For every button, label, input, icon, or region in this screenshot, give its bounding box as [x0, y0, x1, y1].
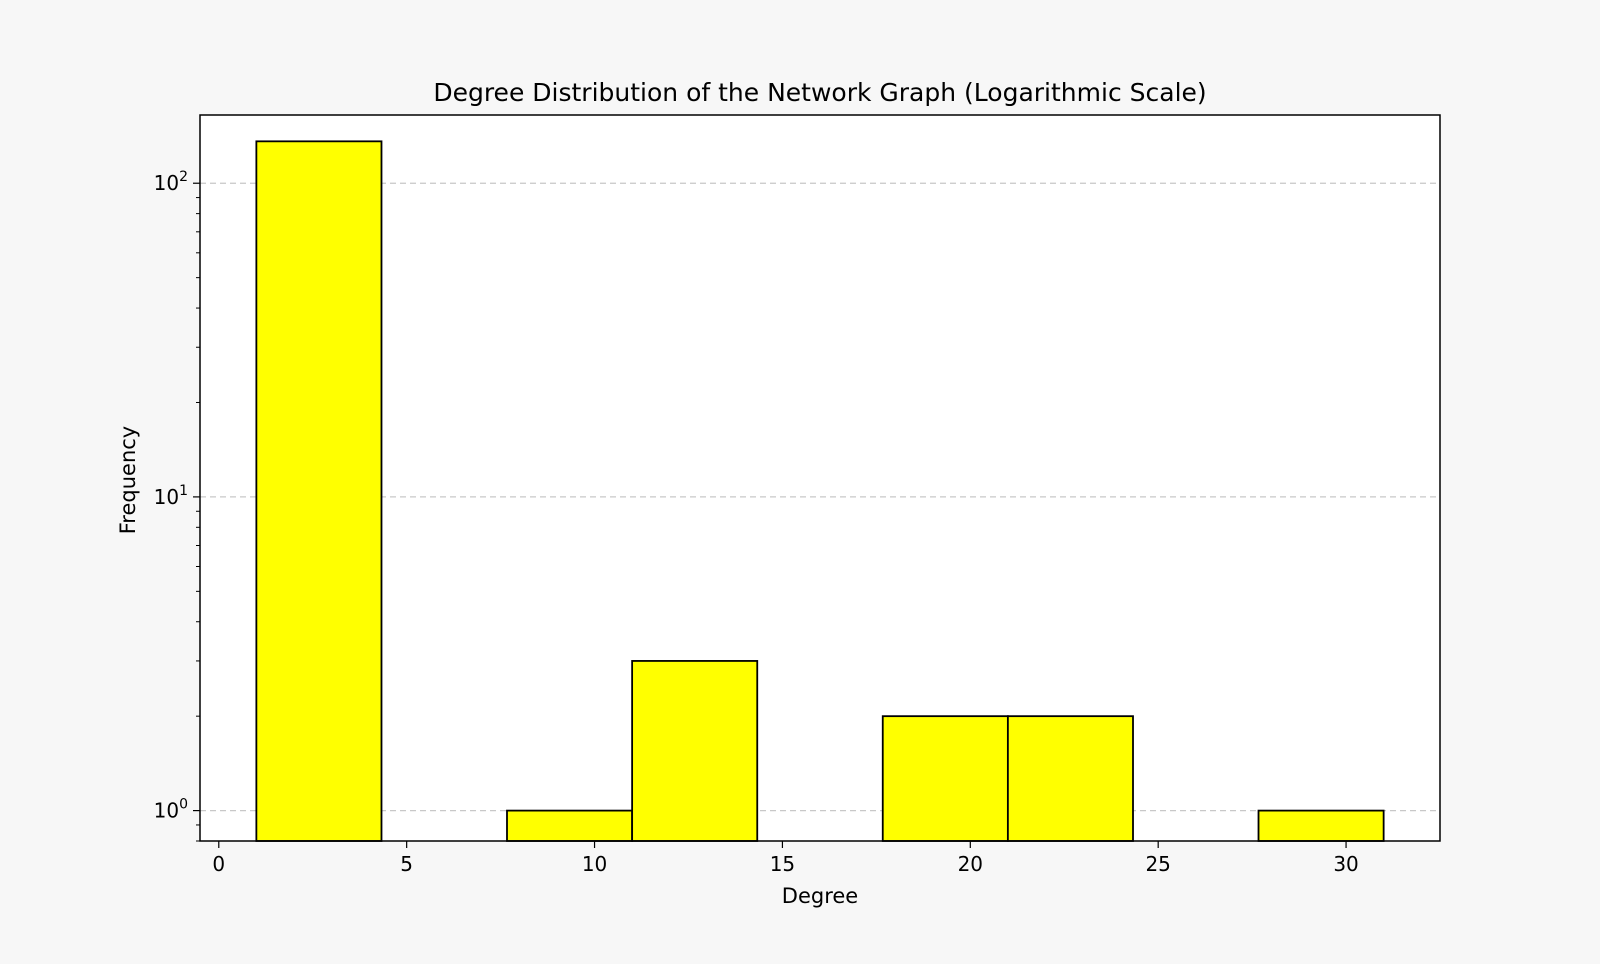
y-axis-label: Frequency: [116, 426, 140, 535]
histogram-bar-3: [631, 660, 759, 842]
y-tick-label-1: 101: [154, 483, 188, 509]
y-tick-label-2: 102: [154, 169, 188, 195]
x-axis-label: Degree: [782, 884, 858, 908]
histogram-bar-0: [255, 140, 383, 842]
bars: [255, 140, 1385, 842]
y-axis: 100 101 102: [154, 169, 200, 842]
x-tick-label-3: 15: [770, 852, 795, 876]
x-tick-label-6: 30: [1333, 852, 1358, 876]
histogram-bar-8: [1257, 809, 1385, 842]
x-tick-label-2: 10: [582, 852, 607, 876]
x-tick-label-1: 5: [400, 852, 413, 876]
plot-area: [200, 115, 1440, 841]
y-tick-label-0: 100: [154, 797, 188, 823]
x-tick-label-5: 25: [1145, 852, 1170, 876]
chart-title: Degree Distribution of the Network Graph…: [433, 78, 1206, 107]
grid-lines: [200, 182, 1440, 812]
x-tick-label-0: 0: [212, 852, 225, 876]
plot-frame: [199, 114, 1441, 842]
x-axis: 0 5 10 15 20 25 30: [212, 841, 1359, 876]
histogram-bar-2: [506, 809, 634, 842]
histogram-bar-5: [881, 715, 1009, 842]
x-tick-label-4: 20: [958, 852, 983, 876]
histogram-bar-6: [1006, 715, 1134, 842]
